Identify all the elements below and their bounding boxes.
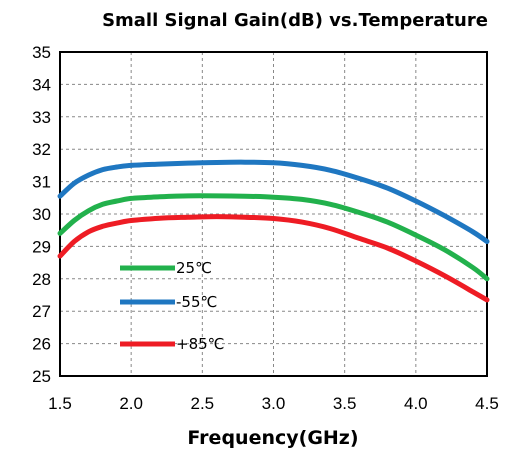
x-tick-label: 1.5 [48, 394, 72, 413]
x-tick-label: 4.0 [404, 394, 428, 413]
x-tick-label: 2.0 [119, 394, 143, 413]
x-tick-label: 3.0 [262, 394, 286, 413]
y-tick-label: 31 [32, 173, 51, 192]
x-tick-label: 2.5 [191, 394, 215, 413]
chart-title: Small Signal Gain(dB) vs.Temperature [102, 10, 488, 31]
y-tick-label: 29 [32, 237, 51, 256]
series-line [57, 214, 490, 303]
x-tick-label: 3.5 [333, 394, 357, 413]
y-tick-label: 26 [32, 335, 51, 354]
legend-label: 25℃ [176, 259, 212, 277]
y-tick-label: 30 [32, 205, 51, 224]
series-line [57, 193, 490, 282]
y-tick-label: 33 [32, 108, 51, 127]
y-tick-label: 28 [32, 270, 51, 289]
legend-label: +85℃ [176, 335, 225, 353]
plot-frame [59, 51, 488, 377]
x-tick-label: 4.5 [475, 394, 499, 413]
legend-label: -55℃ [176, 293, 217, 311]
x-tick-labels: 1.5 2.0 2.5 3.0 3.5 4.0 4.5 [48, 394, 499, 413]
y-tick-labels: 25 26 27 28 29 30 31 32 33 34 35 [32, 43, 51, 386]
y-tick-label: 35 [32, 43, 51, 62]
series-line [57, 159, 490, 244]
series-lines [57, 159, 490, 303]
legend: 25℃ -55℃ +85℃ [120, 259, 225, 353]
y-tick-label: 27 [32, 302, 51, 321]
x-axis-title: Frequency(GHz) [187, 427, 358, 449]
y-tick-label: 32 [32, 140, 51, 159]
y-tick-label: 34 [32, 75, 51, 94]
y-tick-label: 25 [32, 367, 51, 386]
grid [60, 52, 487, 376]
